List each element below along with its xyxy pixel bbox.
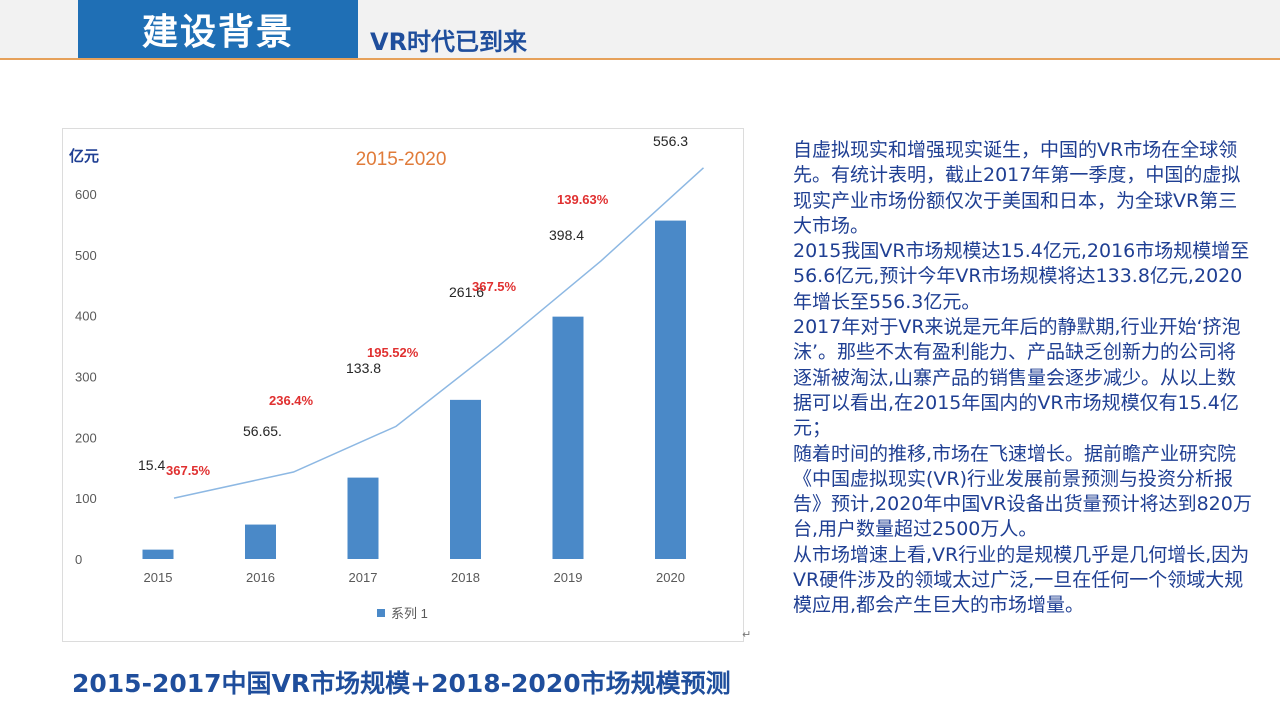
y-tick-label: 0 (75, 552, 82, 567)
bar (245, 524, 276, 559)
legend-swatch (377, 609, 385, 617)
legend-label: 系列 1 (391, 606, 428, 621)
trend-line (173, 167, 705, 499)
x-tick-label: 2018 (451, 570, 480, 585)
chart-title: 2015-2020 (356, 149, 447, 170)
page-subtitle: VR时代已到来 (370, 28, 528, 56)
growth-rate-label: 236.4% (269, 393, 314, 408)
body-paragraph: 随着时间的推移,市场在飞速增长。据前瞻产业研究院《中国虚拟现实(VR)行业发展前… (793, 442, 1252, 541)
y-axis-unit: 亿元 (69, 147, 99, 165)
body-paragraph: 从市场增速上看,VR行业的是规模几乎是几何增长,因为VR硬件涉及的领域太过广泛,… (793, 543, 1250, 617)
growth-rate-label: 367.5% (472, 279, 517, 294)
growth-rate-label: 195.52% (367, 345, 419, 360)
return-mark: ↵ (742, 628, 752, 641)
x-tick-label: 2020 (656, 570, 685, 585)
x-tick-label: 2015 (144, 570, 173, 585)
chart-caption: 2015-2017中国VR市场规模+2018-2020市场规模预测 (72, 669, 731, 698)
data-label: 556.3 (653, 133, 688, 149)
y-tick-label: 600 (75, 187, 97, 202)
growth-rate-label: 367.5% (166, 463, 211, 478)
body-paragraph: 2015我国VR市场规模达15.4亿元,2016市场规模增至56.6亿元,预计今… (793, 240, 1250, 313)
body-paragraph: 自虚拟现实和增强现实诞生，中国的VR市场在全球领先。有统计表明，截止2017年第… (793, 139, 1241, 237)
data-label: 261.6 (449, 284, 484, 300)
growth-rate-label: 139.63% (557, 192, 609, 207)
x-tick-label: 2019 (554, 570, 583, 585)
data-label: 15.4 (138, 457, 165, 473)
chart-frame: 2015-2020 亿元 0 100 200 300 400 500 600 2015 2016… (62, 128, 744, 642)
y-tick-label: 400 (75, 309, 97, 324)
body-text: 自虚拟现实和增强现实诞生，中国的VR市场在全球领先。有统计表明，截止2017年第… (793, 138, 1253, 619)
y-tick-label: 200 (75, 430, 97, 445)
page-title: 建设背景 (78, 0, 358, 58)
bar (450, 399, 481, 559)
bar (655, 220, 686, 559)
x-tick-label: 2017 (349, 570, 378, 585)
data-label: 56.65. (243, 423, 282, 439)
vr-market-chart: 2015-2020 亿元 0 100 200 300 400 500 600 2015 2016… (69, 133, 705, 621)
data-label: 133.8 (346, 360, 381, 376)
body-paragraph: 2017年对于VR来说是元年后的静默期,行业开始‘挤泡沫’。那些不太有盈利能力、… (793, 316, 1241, 440)
data-label: 398.4 (549, 227, 584, 243)
y-tick-label: 300 (75, 370, 97, 385)
y-tick-label: 100 (75, 491, 97, 506)
x-tick-label: 2016 (246, 570, 275, 585)
y-tick-label: 500 (75, 248, 97, 263)
bar (347, 477, 379, 559)
bar (142, 549, 174, 559)
bar (552, 316, 584, 559)
